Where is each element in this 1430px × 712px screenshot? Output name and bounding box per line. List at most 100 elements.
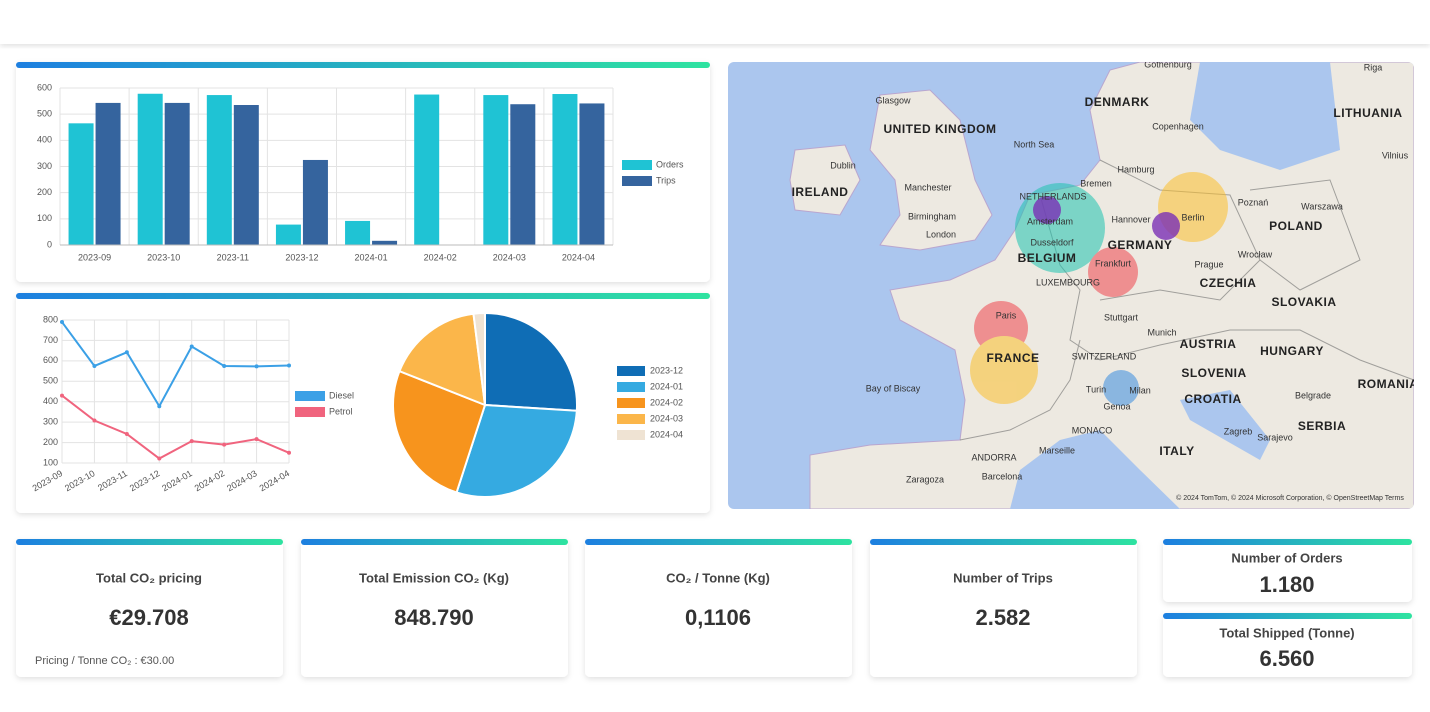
map-label: SLOVENIA [1181,366,1246,380]
map-label: ITALY [1159,444,1194,458]
y-tick-label: 200 [43,437,58,447]
map-label: POLAND [1269,219,1323,233]
bubble [1033,196,1061,224]
map-label: Paris [996,310,1017,320]
card-accent [1163,613,1412,619]
point-marker [157,404,162,409]
map-label: Barcelona [982,471,1023,481]
sea [1190,62,1340,170]
map-label: Prague [1194,259,1223,269]
land [869,89,993,251]
point-marker [287,363,291,368]
y-tick-label: 600 [37,82,52,92]
bar [275,224,301,245]
map-label: Milan [1129,385,1151,395]
bar [345,220,371,245]
map-label: Poznań [1238,197,1269,207]
point-marker [92,363,97,368]
y-tick-label: 700 [43,335,58,345]
point-marker [254,437,259,442]
map-label: UNITED KINGDOM [884,122,997,136]
pie-slice [472,311,486,406]
map-label: Riga [1364,62,1383,72]
map-label: AUSTRIA [1180,337,1237,351]
map-label: Turin [1086,384,1106,394]
point-marker [222,363,227,368]
map-label: Sarajevo [1257,432,1293,442]
card-accent [16,539,283,545]
card [1163,613,1412,677]
map-label: Hannover [1111,214,1150,224]
map-label: FRANCE [987,351,1040,365]
x-tick-label: 2023-12 [285,252,318,262]
legend-swatch [617,430,645,440]
legend-label: 2024-04 [650,429,683,439]
map-label: Dusseldorf [1030,237,1074,247]
x-tick-label: 2023-11 [217,252,249,262]
bar [164,102,190,245]
kpi-label: Number of Trips [953,570,1053,585]
card [1163,539,1412,602]
legend-swatch [295,391,325,401]
map-label: Vilnius [1382,150,1409,160]
legend-label: 2024-01 [650,381,683,391]
y-tick-label: 300 [37,161,52,171]
point-marker [254,364,259,369]
x-tick-label: 2024-01 [355,252,388,262]
pie-slice [392,369,487,494]
map-label: Zaragoza [906,474,944,484]
map-label: DENMARK [1085,95,1150,109]
y-tick-label: 800 [43,314,58,324]
bubble [970,336,1038,404]
map-label: Belgrade [1295,390,1331,400]
legend-swatch [617,414,645,424]
x-tick-label: 2024-04 [562,252,595,262]
map-label: CZECHIA [1200,276,1257,290]
land [789,144,861,216]
point-marker [60,320,64,325]
legend-label: 2024-02 [650,397,683,407]
map-label: Stuttgart [1104,312,1139,322]
bar [95,102,121,245]
map-label: Copenhagen [1152,121,1204,131]
x-tick-label: 2024-02 [424,252,457,262]
card-accent [1163,539,1412,545]
kpi-label: Total Shipped (Tonne) [1219,625,1354,640]
map-label: Glasgow [875,95,911,105]
borders [959,159,1414,441]
top-bar [0,0,1430,44]
kpi-value: 0,1106 [685,605,751,630]
y-tick-label: 100 [43,457,58,467]
map-label: Marseille [1039,445,1075,455]
map-label: HUNGARY [1260,344,1324,358]
legend-label: Orders [656,159,684,169]
map-label: SWITZERLAND [1072,351,1137,361]
pie-slice [398,312,487,407]
line [61,394,290,460]
map-label: Warszawa [1301,201,1343,211]
bubbles [1033,196,1180,240]
card-accent [870,539,1137,545]
card [301,539,568,677]
point-marker [124,431,129,436]
map-label: LUXEMBOURG [1036,277,1100,287]
card-accent [585,539,852,545]
legend-label: Trips [656,175,676,185]
x-tick-label: 2024-03 [493,252,526,262]
bubble [1103,370,1139,406]
map-label: Manchester [904,182,951,192]
map-label: Munich [1147,327,1176,337]
map-label: Birmingham [908,211,956,221]
bar [510,104,536,246]
map-label: Bremen [1080,178,1112,188]
y-tick-label: 400 [37,135,52,145]
point-marker [60,393,64,398]
y-tick-label: 600 [43,355,58,365]
y-tick-label: 200 [37,187,52,197]
point-marker [287,450,291,455]
point-marker [124,350,129,355]
map-label: SLOVAKIA [1271,295,1336,309]
map-label: London [926,229,956,239]
point-marker [189,344,194,349]
card-accent [301,539,568,545]
